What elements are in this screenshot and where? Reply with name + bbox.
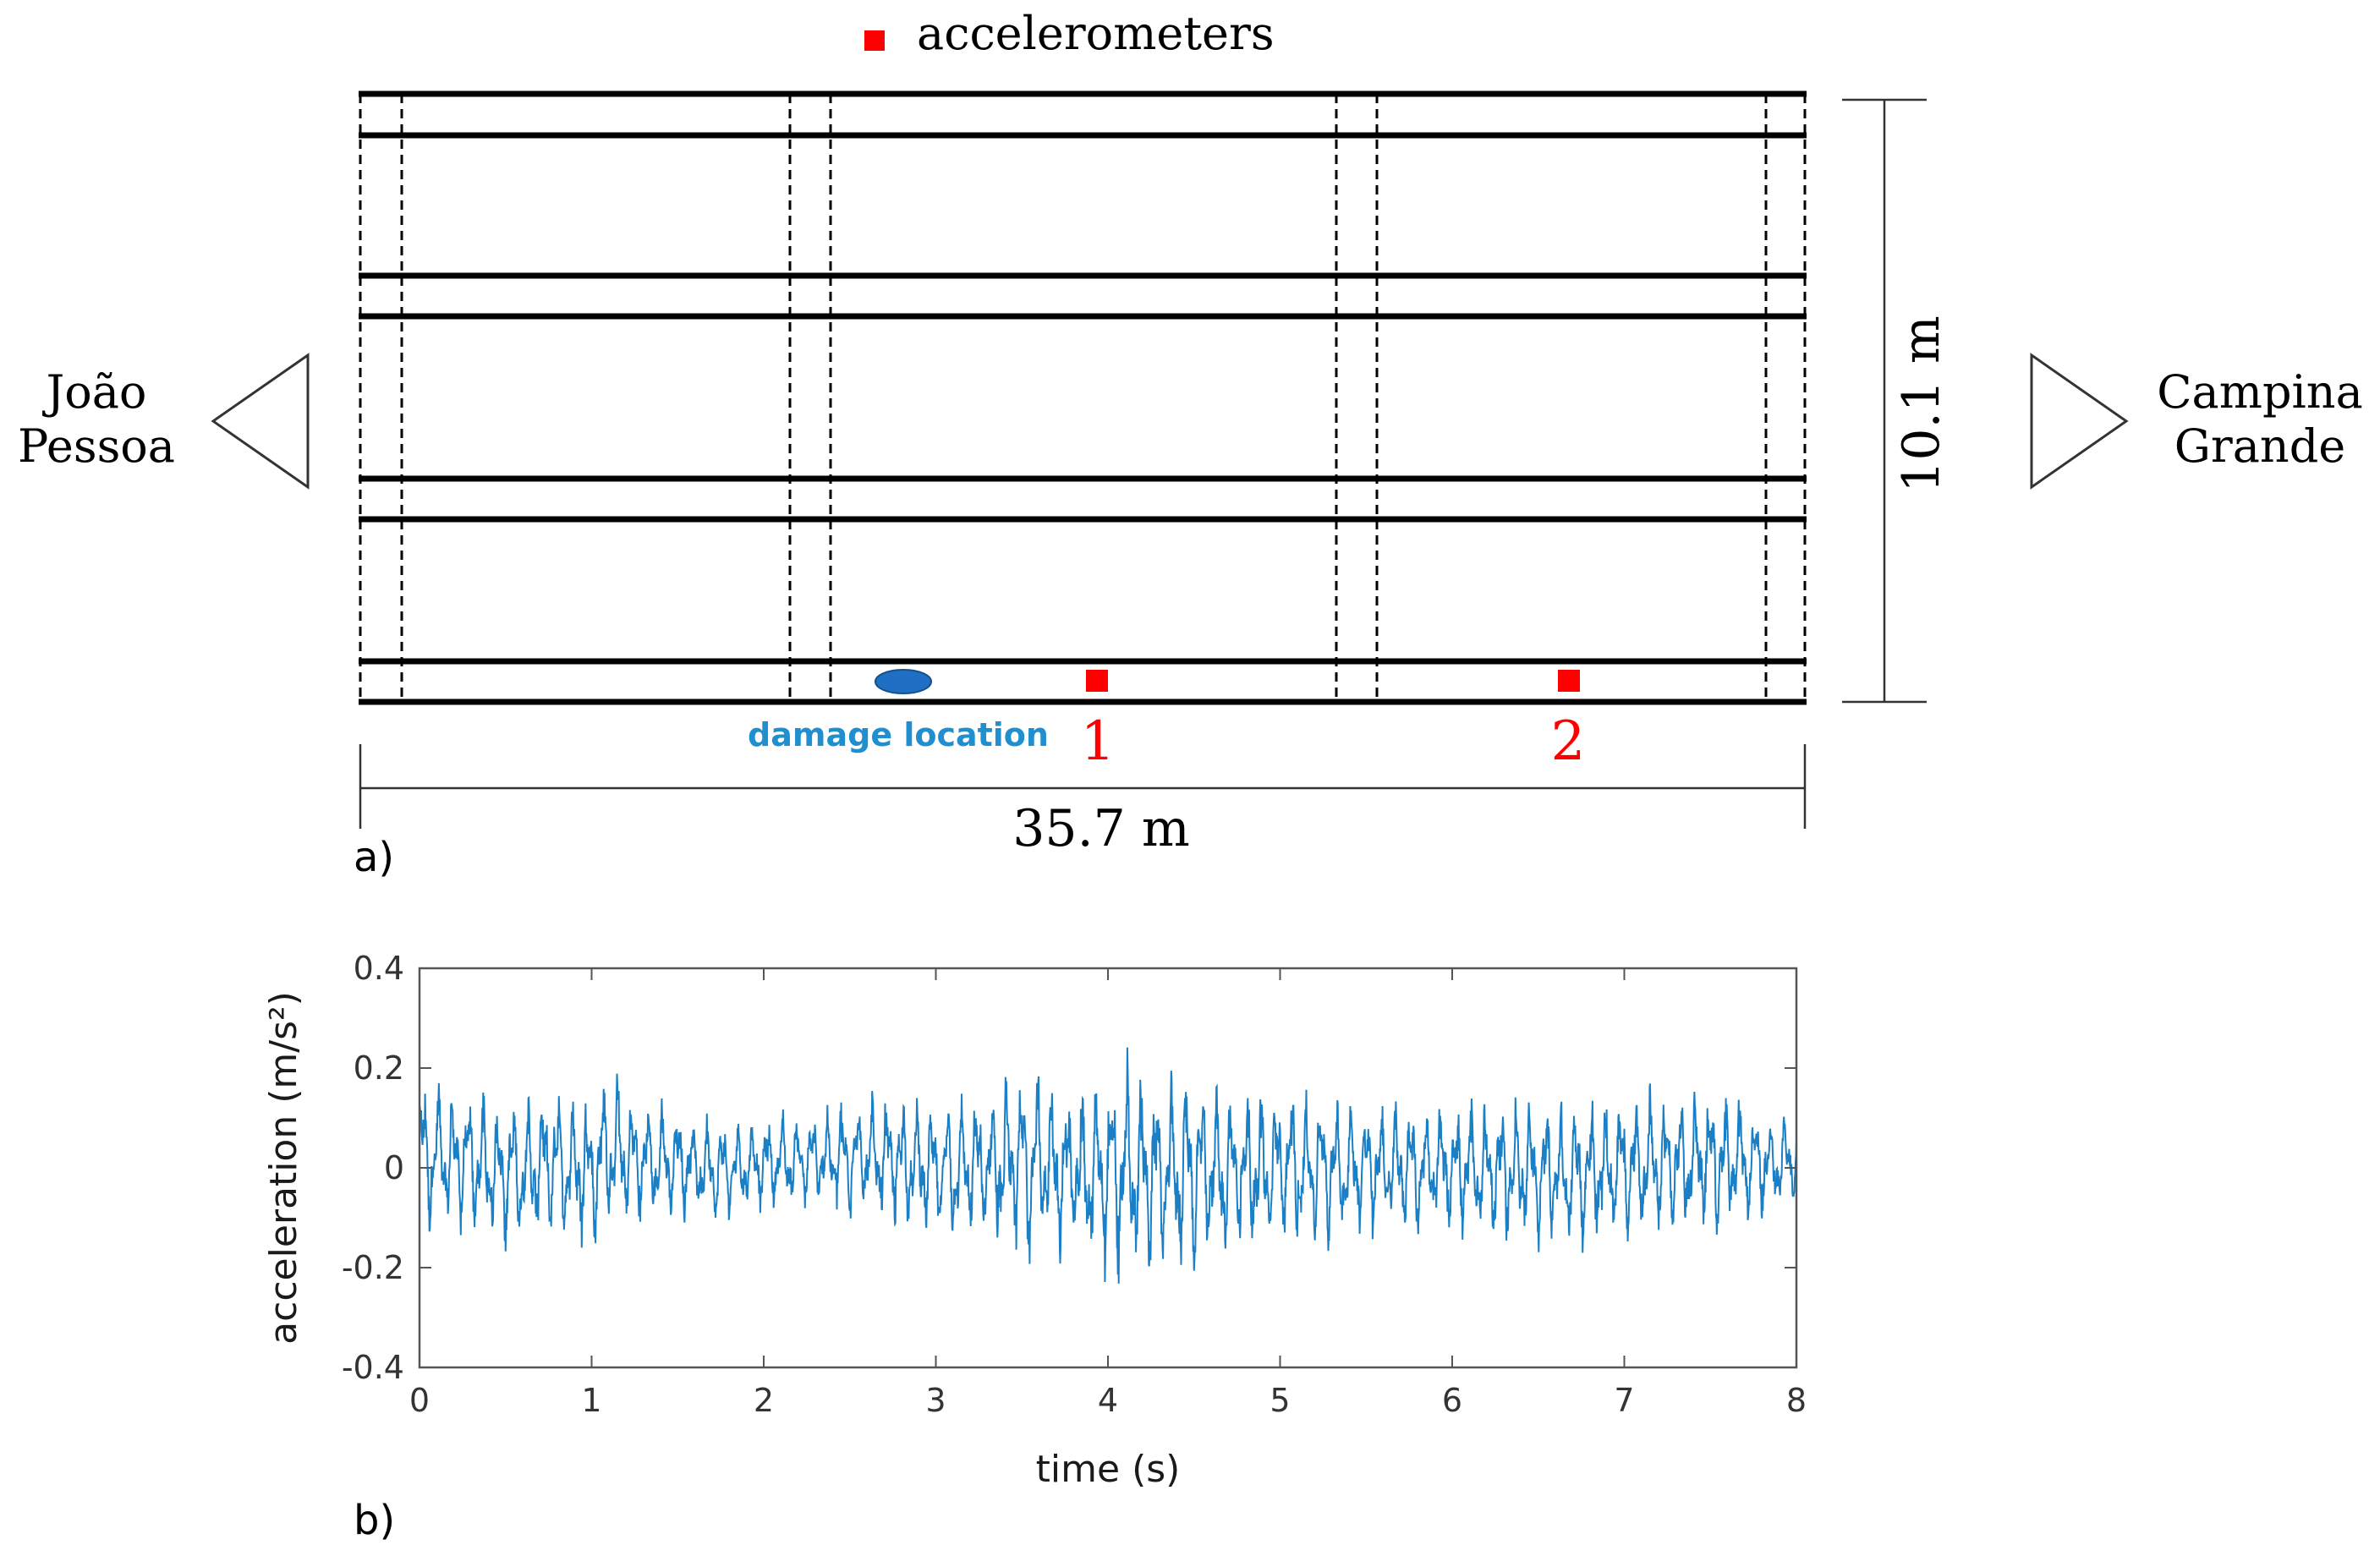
- accelerometer-2-marker: [1558, 670, 1580, 692]
- width-dimension-line: [359, 744, 1807, 829]
- acceleration-chart: 0 1 2 3 4 5 6 7 8 0.4 0.2 0 -0.2 -0.4 time (s) accele…: [262, 950, 1807, 1491]
- x-tick-label: 0: [409, 1382, 430, 1419]
- x-tick-label: 6: [1442, 1382, 1462, 1419]
- right-direction-arrow: [2030, 353, 2129, 490]
- damage-location-marker: [875, 669, 932, 694]
- accelerometer-1-label: 1: [1081, 710, 1116, 773]
- right-direction-label-line2: Grande: [2174, 419, 2345, 473]
- height-dimension-line: [1842, 98, 1927, 704]
- x-tick-label: 3: [925, 1382, 946, 1419]
- x-tick-label: 8: [1786, 1382, 1807, 1419]
- acceleration-series-line: [419, 1047, 1797, 1284]
- panel-b-label: b): [354, 1497, 395, 1544]
- chart-ticks: 0 1 2 3 4 5 6 7 8 0.4 0.2 0 -0.2 -0.4: [342, 950, 1807, 1419]
- x-tick-label: 7: [1614, 1382, 1634, 1419]
- y-tick-label: 0.2: [354, 1049, 404, 1087]
- y-tick-label: 0: [384, 1149, 404, 1186]
- panel-a-label: a): [354, 834, 394, 881]
- x-tick-label: 4: [1098, 1382, 1118, 1419]
- y-tick-label: -0.4: [342, 1349, 404, 1386]
- height-dimension-label: 10.1 m: [1892, 315, 1951, 493]
- y-axis-label: acceleration (m/s²): [262, 991, 305, 1345]
- y-tick-label: 0.4: [354, 950, 404, 987]
- accelerometer-1-marker: [1086, 670, 1108, 692]
- damage-location-label: damage location: [748, 716, 1049, 753]
- right-direction-label-line1: Campina: [2157, 365, 2363, 419]
- x-tick-label: 1: [581, 1382, 601, 1419]
- x-tick-label: 2: [754, 1382, 774, 1419]
- left-direction-label-line2: Pessoa: [18, 419, 175, 473]
- left-direction-label-line1: João: [42, 365, 147, 419]
- bridge-crossbeams: [359, 94, 1807, 702]
- y-tick-label: -0.2: [342, 1249, 404, 1286]
- bridge-girders: [359, 90, 1807, 705]
- accelerometer-legend-label: accelerometers: [917, 7, 1275, 60]
- accelerometer-2-label: 2: [1551, 710, 1586, 773]
- left-direction-arrow: [211, 353, 310, 490]
- acceleration-signal: [419, 1047, 1797, 1284]
- accelerometer-legend-marker: [864, 30, 885, 51]
- x-axis-label: time (s): [1036, 1448, 1181, 1491]
- x-tick-label: 5: [1270, 1382, 1290, 1419]
- width-dimension-label: 35.7 m: [1012, 799, 1190, 858]
